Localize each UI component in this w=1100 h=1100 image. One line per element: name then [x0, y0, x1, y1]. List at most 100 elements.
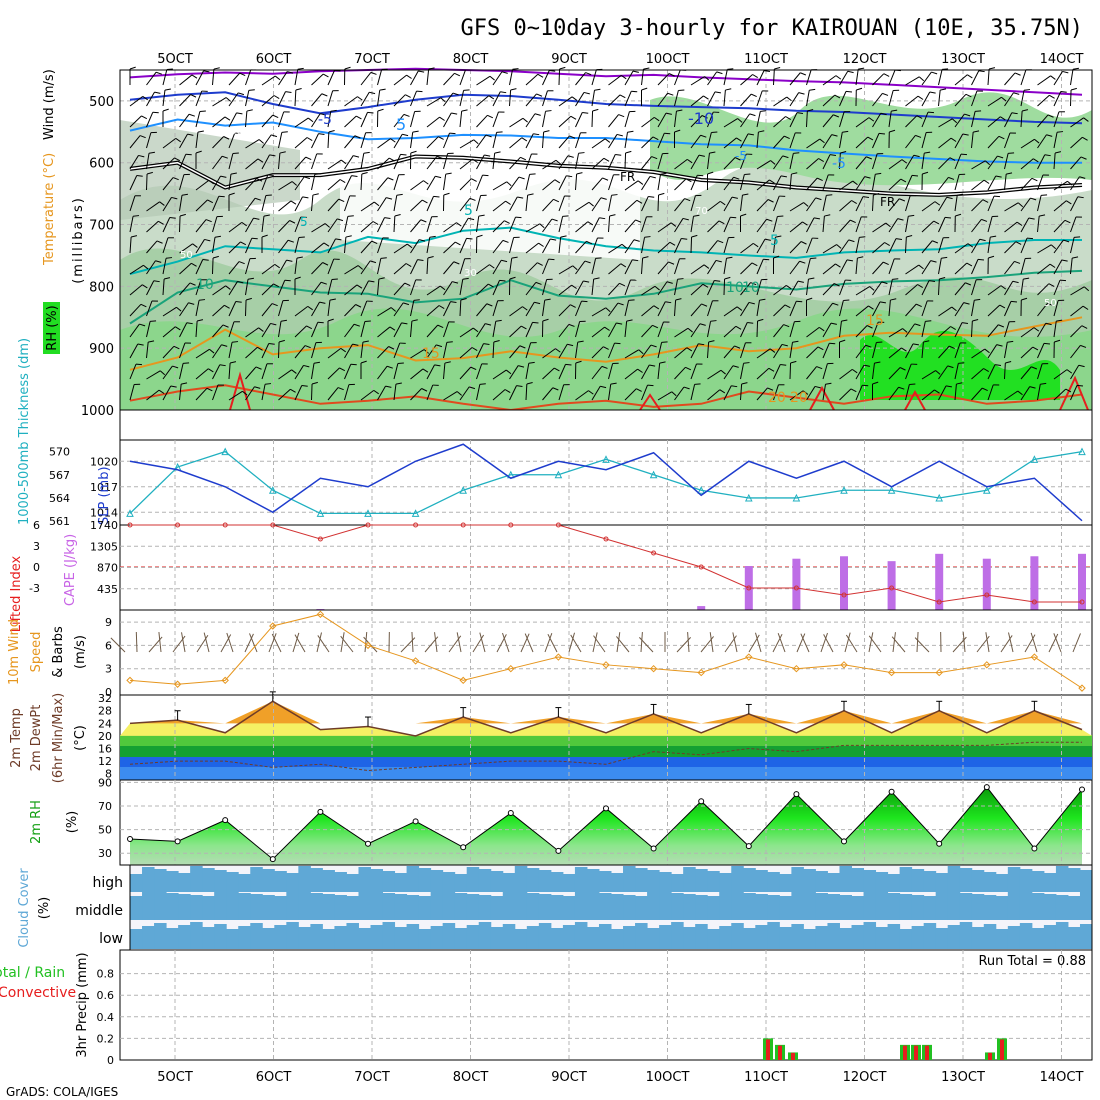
wind-barb: [690, 214, 700, 233]
wind-barb: [707, 151, 716, 170]
wind-barb: [674, 178, 692, 191]
wind-barb: [410, 110, 421, 128]
wind-barb: [542, 90, 554, 107]
tick-label: 1000: [81, 404, 114, 419]
thickness-marker: [554, 470, 563, 479]
wind-barb: [524, 633, 534, 653]
tick-label: 9: [105, 616, 112, 629]
wind-barb: [146, 300, 158, 317]
cloud-bar-middle: [130, 896, 143, 920]
wind-barb: [459, 158, 478, 170]
wind-barb: [509, 236, 520, 254]
wind-barb: [773, 284, 792, 296]
wind-barb: [723, 118, 743, 128]
li-marker: [1079, 599, 1085, 605]
panel-cloud-cover: high middle low Cloud Cover (%): [17, 864, 1093, 951]
wind-barb: [608, 214, 616, 233]
wind-barb: [987, 255, 995, 275]
wind-barb: [542, 348, 561, 359]
wind-barb: [1053, 259, 1068, 275]
wind-barb: [971, 160, 991, 170]
wind-barb: [294, 256, 303, 275]
wind-barb: [921, 151, 931, 170]
panel-10m-wind: 9 6 3 0 10m Wind Speed & Barbs (m/s): [7, 609, 1093, 699]
cloud-bar-high: [166, 871, 179, 892]
wind-barb: [921, 201, 941, 212]
contour-label: 5: [396, 115, 406, 134]
wind-barb: [525, 342, 537, 359]
wind-barb: [393, 322, 408, 338]
wind-barb: [839, 70, 854, 86]
date-label: 13OCT: [941, 52, 985, 67]
wind-barb: [905, 95, 924, 107]
tick-label: 0: [33, 561, 40, 574]
wind-barb: [542, 70, 556, 86]
wind-barb: [179, 243, 198, 254]
wind-barb: [179, 173, 190, 191]
wind-barb: [822, 214, 831, 233]
cloud-bar-high: [671, 874, 684, 892]
contour-label: -5: [735, 149, 747, 163]
tick-label: 50: [98, 824, 112, 837]
wind-barb: [476, 283, 494, 296]
wind-barb: [1070, 325, 1088, 338]
wind-barb: [638, 637, 654, 653]
wind-barb: [608, 302, 624, 317]
wind-marker: [1030, 653, 1039, 661]
wind-barb: [1004, 300, 1018, 317]
cloud-bar-middle: [1043, 894, 1057, 920]
wind-barb: [509, 385, 523, 401]
cloud-bar-middle: [971, 894, 985, 920]
wind-barb: [1070, 286, 1090, 296]
wind-barb: [212, 155, 228, 170]
wind-barb: [1070, 117, 1089, 128]
cape-bar: [697, 606, 706, 610]
wind-barb: [707, 369, 726, 380]
ylabel-temp-2: 2m DewPt: [29, 705, 44, 772]
wind-barb: [1053, 369, 1073, 380]
wind-barb: [195, 110, 206, 128]
cloud-bar-low: [298, 927, 311, 949]
cloud-bar-high: [935, 873, 949, 892]
cloud-level-middle: middle: [75, 903, 123, 919]
wind-barb: [195, 368, 214, 380]
wind-barb: [971, 179, 990, 191]
wind-barb: [393, 133, 409, 149]
wind-barb: [641, 196, 655, 212]
cloud-bar-middle: [286, 891, 299, 920]
wind-barb: [162, 385, 177, 401]
wind-barb: [479, 632, 486, 653]
wind-barb: [525, 113, 541, 128]
wind-barb: [773, 384, 785, 401]
wind-barb: [806, 108, 814, 128]
wind-barb: [1004, 360, 1012, 380]
thickness-marker: [935, 493, 944, 502]
wind-barb: [228, 241, 247, 254]
wind-barb: [377, 177, 394, 191]
wind-barb: [278, 259, 293, 275]
wind-barb: [690, 154, 705, 170]
wind-barb: [195, 279, 207, 296]
wind-barb: [245, 297, 252, 317]
wind-barb: [443, 132, 456, 149]
cloud-bar-middle: [430, 891, 444, 920]
wind-barb: [292, 632, 300, 653]
wind-barb: [558, 115, 577, 128]
cloud-bar-low: [154, 923, 167, 949]
wind-barb: [707, 280, 721, 296]
wind-barb: [872, 112, 887, 128]
wind-barb: [344, 304, 362, 317]
wind-barb: [502, 632, 510, 653]
contour-25: [904, 389, 926, 411]
wind-barb: [212, 344, 228, 359]
wind-barb: [212, 136, 230, 149]
wind-barb: [340, 635, 354, 653]
wind-barb: [641, 305, 660, 317]
wind-barb: [954, 243, 974, 254]
cloud-bar-low: [514, 929, 528, 949]
wind-barb: [525, 193, 534, 212]
thickness-marker: [268, 486, 277, 494]
wind-barb: [822, 134, 838, 149]
cloud-bar-low: [322, 929, 335, 949]
wind-barb: [509, 325, 527, 338]
